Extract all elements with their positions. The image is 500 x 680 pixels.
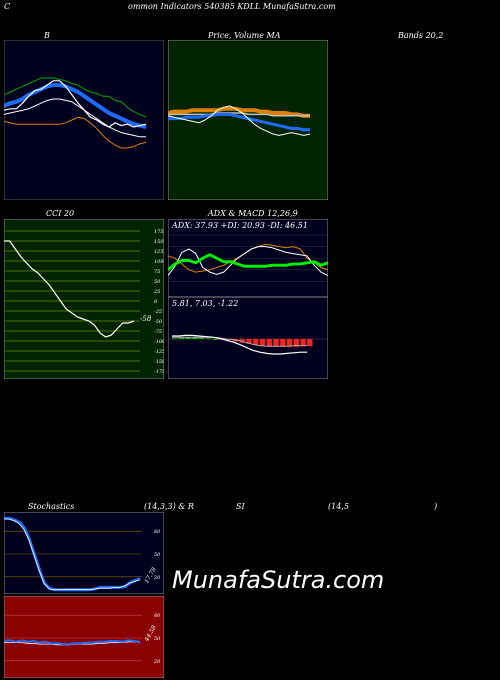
- stoch-label-e: ): [434, 502, 438, 511]
- macd-hist-bar: [293, 339, 299, 347]
- bb-upper-band: [4, 77, 147, 118]
- macd-line: [172, 334, 308, 355]
- stoch-label-d: (14,5: [328, 502, 349, 511]
- stoch-d-line: [4, 518, 141, 591]
- pm-ma-orange: [168, 106, 310, 118]
- adx-macd-label: ADX & MACD 12,26,9: [208, 209, 298, 218]
- rsi-tick-label: 80: [154, 613, 161, 619]
- macd-hist-bar: [185, 337, 191, 339]
- bollinger-label: B: [44, 31, 50, 40]
- cci-tick-label: 25: [153, 289, 160, 295]
- cci-tick-label: -150: [154, 359, 164, 365]
- price-ma-panel: [168, 40, 328, 200]
- macd-hist-bar: [192, 337, 198, 339]
- adx-values: ADX: 37.93 +DI: 20.93 -DI: 46.51: [172, 221, 308, 230]
- cci-tick-label: -25: [154, 309, 162, 315]
- stoch-label-c: SI: [236, 502, 245, 511]
- pm-ma-blue: [168, 112, 310, 132]
- bollinger-panel: [4, 40, 164, 200]
- price-ma-chart: [168, 40, 328, 200]
- adx-panel: [168, 219, 328, 297]
- macd-hist-bar: [253, 339, 259, 345]
- rsi-tick-label: 20: [153, 659, 161, 665]
- macd-hist-bar: [273, 339, 279, 347]
- macd-chart: [168, 297, 328, 379]
- macd-hist-bar: [212, 339, 218, 340]
- stoch-label-a: Stochastics: [28, 502, 75, 511]
- stochastics-panel: 80 50 20: [4, 512, 164, 594]
- pm-ma-grey: [168, 112, 310, 117]
- stoch-tick-label: 80: [154, 529, 161, 535]
- cci-tick-label: 100: [154, 259, 164, 265]
- macd-hist-bar: [199, 337, 205, 339]
- stoch-label-b: (14,3,3) & R: [144, 502, 194, 511]
- cci-last-value: -58: [140, 315, 152, 323]
- cci-tick-label: 75: [154, 269, 160, 275]
- adx-chart: [168, 219, 328, 297]
- cci-tick-label: 150: [154, 239, 164, 245]
- macd-signal-line: [172, 336, 308, 347]
- cci-tick-label: -125: [154, 349, 164, 355]
- macd-hist-bar: [266, 339, 272, 347]
- rsi-chart: 80 50 20: [4, 596, 164, 678]
- cci-tick-label: -50: [154, 319, 163, 325]
- cci-tick-label: -100: [154, 339, 164, 345]
- cci-tick-label: 0: [154, 299, 158, 305]
- rsi-line: [4, 639, 141, 646]
- adx-plus-di: [168, 246, 328, 277]
- cci-line: [4, 240, 135, 338]
- bb-price-line: [4, 80, 147, 128]
- header-c: C: [4, 2, 11, 11]
- stoch-tick-label: 20: [153, 575, 161, 581]
- watermark-text: MunafaSutra.com: [172, 566, 385, 594]
- stoch-tick-label: 50: [154, 552, 161, 558]
- macd-hist-bar: [259, 339, 266, 347]
- macd-hist-bar: [307, 339, 313, 347]
- bb-middle-line: [4, 98, 146, 138]
- macd-hist-bar: [205, 338, 212, 340]
- bb-lower-band: [4, 116, 147, 149]
- adx-line: [168, 253, 328, 271]
- price-ma-label: Price, Volume MA: [208, 31, 281, 40]
- cci-tick-label: -75: [154, 329, 162, 335]
- rsi-tick-label: 50: [154, 636, 161, 642]
- macd-values: 5.81, 7.03, -1.22: [172, 299, 239, 308]
- macd-hist-bar: [239, 339, 245, 343]
- cci-tick-label: 50: [154, 279, 161, 285]
- cci-label: CCI 20: [46, 209, 75, 218]
- macd-hist-bar: [300, 339, 306, 347]
- macd-hist-bar: [178, 337, 185, 339]
- cci-tick-label: 175: [154, 229, 164, 235]
- cci-panel: 175 150 125 100 75 50 25 0 -25 -50 -75 -100 -125 -150…: [4, 219, 164, 379]
- rsi-panel: 80 50 20: [4, 596, 164, 678]
- macd-hist-bar: [246, 339, 252, 344]
- macd-hist-bar: [280, 339, 286, 347]
- bb-middle-thick: [4, 83, 147, 129]
- header-title: ommon Indicators 540385 KDLL MunafaSutra…: [128, 2, 336, 11]
- macd-panel: [168, 297, 328, 379]
- macd-hist-bar: [172, 338, 178, 340]
- cci-chart: 175 150 125 100 75 50 25 0 -25 -50 -75 -100 -125 -150…: [4, 219, 164, 379]
- bands-label: Bands 20,2: [398, 31, 444, 40]
- macd-hist-bar: [286, 339, 293, 347]
- cci-tick-label: -175: [154, 369, 164, 375]
- cci-tick-label: 125: [154, 249, 164, 255]
- bollinger-chart: [4, 40, 164, 200]
- pm-price-line: [168, 105, 311, 136]
- stochastics-chart: 80 50 20: [4, 512, 164, 594]
